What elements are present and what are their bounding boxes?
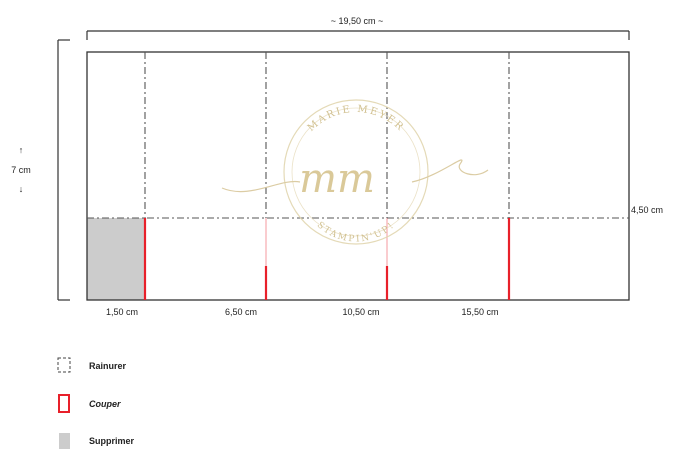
height-arrow-down-icon: ↓	[19, 184, 24, 194]
watermark-logo: MARIE MEYER STAMPIN'UP! mm	[221, 99, 489, 245]
width-label: ~ 19,50 cm ~	[331, 16, 384, 26]
watermark-monogram: mm	[299, 156, 375, 202]
legend-label: Couper	[89, 399, 121, 409]
gray-square-icon	[59, 433, 70, 449]
width-bracket: ~ 19,50 cm ~	[86, 14, 630, 40]
watermark-bottom-arc: STAMPIN'UP!	[315, 220, 397, 244]
watermark-top-arc: MARIE MEYER	[306, 104, 406, 134]
horizontal-score-label: 4,50 cm	[631, 205, 663, 215]
score-position-label: 6,50 cm	[225, 307, 257, 317]
legend-label: Supprimer	[89, 436, 135, 446]
legend-item-cut: Couper	[58, 394, 121, 413]
legend: Rainurer Couper Supprimer	[57, 357, 135, 449]
legend-item-score: Rainurer	[57, 357, 127, 373]
score-position-labels: 1,50 cm 6,50 cm 10,50 cm 15,50 cm	[106, 307, 499, 317]
score-position-label: 15,50 cm	[461, 307, 498, 317]
removed-area	[87, 218, 145, 300]
score-position-label: 10,50 cm	[342, 307, 379, 317]
height-arrow-up-icon: ↑	[19, 145, 24, 155]
legend-label: Rainurer	[89, 361, 127, 371]
card-outline	[86, 51, 630, 301]
height-label: 7 cm	[11, 165, 31, 175]
legend-item-remove: Supprimer	[59, 433, 135, 449]
dashed-square-icon	[57, 357, 71, 373]
cut-lines	[143, 218, 511, 300]
score-position-label: 1,50 cm	[106, 307, 138, 317]
height-bracket: ↑ 7 cm ↓	[11, 39, 70, 301]
vertical-score-lines	[144, 52, 510, 218]
red-rectangle-icon	[58, 394, 70, 413]
